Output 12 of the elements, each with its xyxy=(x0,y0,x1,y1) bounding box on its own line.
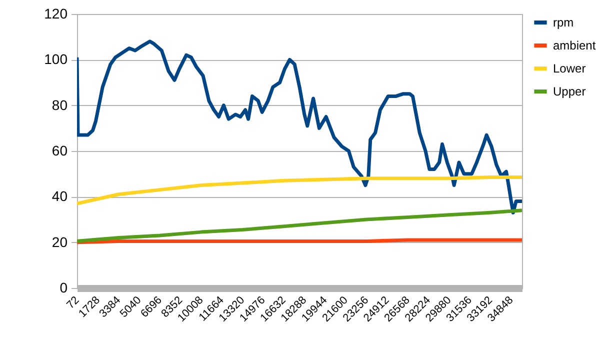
legend-label: Lower xyxy=(553,62,586,76)
y-tick-label: 100 xyxy=(44,51,68,68)
y-tick-label: 120 xyxy=(44,6,68,22)
y-tick-label: 20 xyxy=(52,234,68,250)
legend-label: Upper xyxy=(553,84,586,98)
y-tick-label: 0 xyxy=(60,280,68,296)
x-tick-label: 72 xyxy=(64,294,82,312)
y-tick-label: 60 xyxy=(52,142,68,158)
y-tick-label: 40 xyxy=(52,188,68,204)
legend-label: ambient xyxy=(553,38,596,52)
legend-label: rpm xyxy=(553,16,574,30)
y-tick-label: 80 xyxy=(52,96,68,113)
